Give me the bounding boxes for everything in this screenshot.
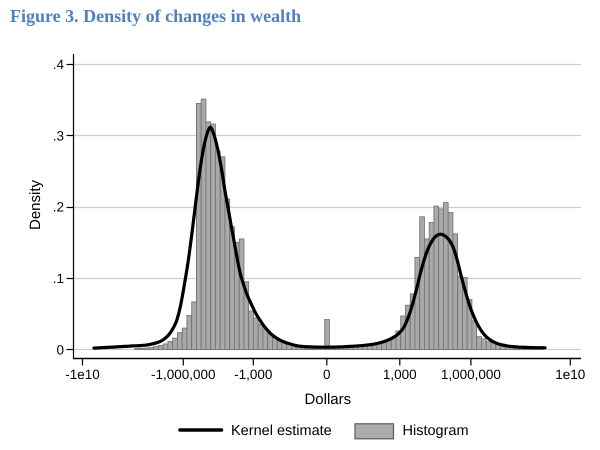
svg-text:.4: .4 (53, 57, 65, 72)
svg-text:0: 0 (323, 367, 331, 382)
svg-text:.2: .2 (53, 200, 64, 215)
svg-text:0: 0 (56, 342, 64, 357)
svg-text:.1: .1 (53, 271, 64, 286)
svg-text:-1,000,000: -1,000,000 (151, 367, 216, 382)
svg-text:-1,000: -1,000 (234, 367, 272, 382)
svg-text:Dollars: Dollars (304, 391, 351, 408)
svg-text:1,000,000: 1,000,000 (441, 367, 501, 382)
svg-text:Histogram: Histogram (403, 423, 469, 439)
svg-text:1,000: 1,000 (383, 367, 417, 382)
svg-text:1e10: 1e10 (555, 367, 585, 382)
svg-text:-1e10: -1e10 (65, 367, 100, 382)
svg-text:Density: Density (27, 179, 44, 230)
svg-text:Kernel estimate: Kernel estimate (231, 423, 332, 439)
svg-text:.3: .3 (53, 128, 64, 143)
